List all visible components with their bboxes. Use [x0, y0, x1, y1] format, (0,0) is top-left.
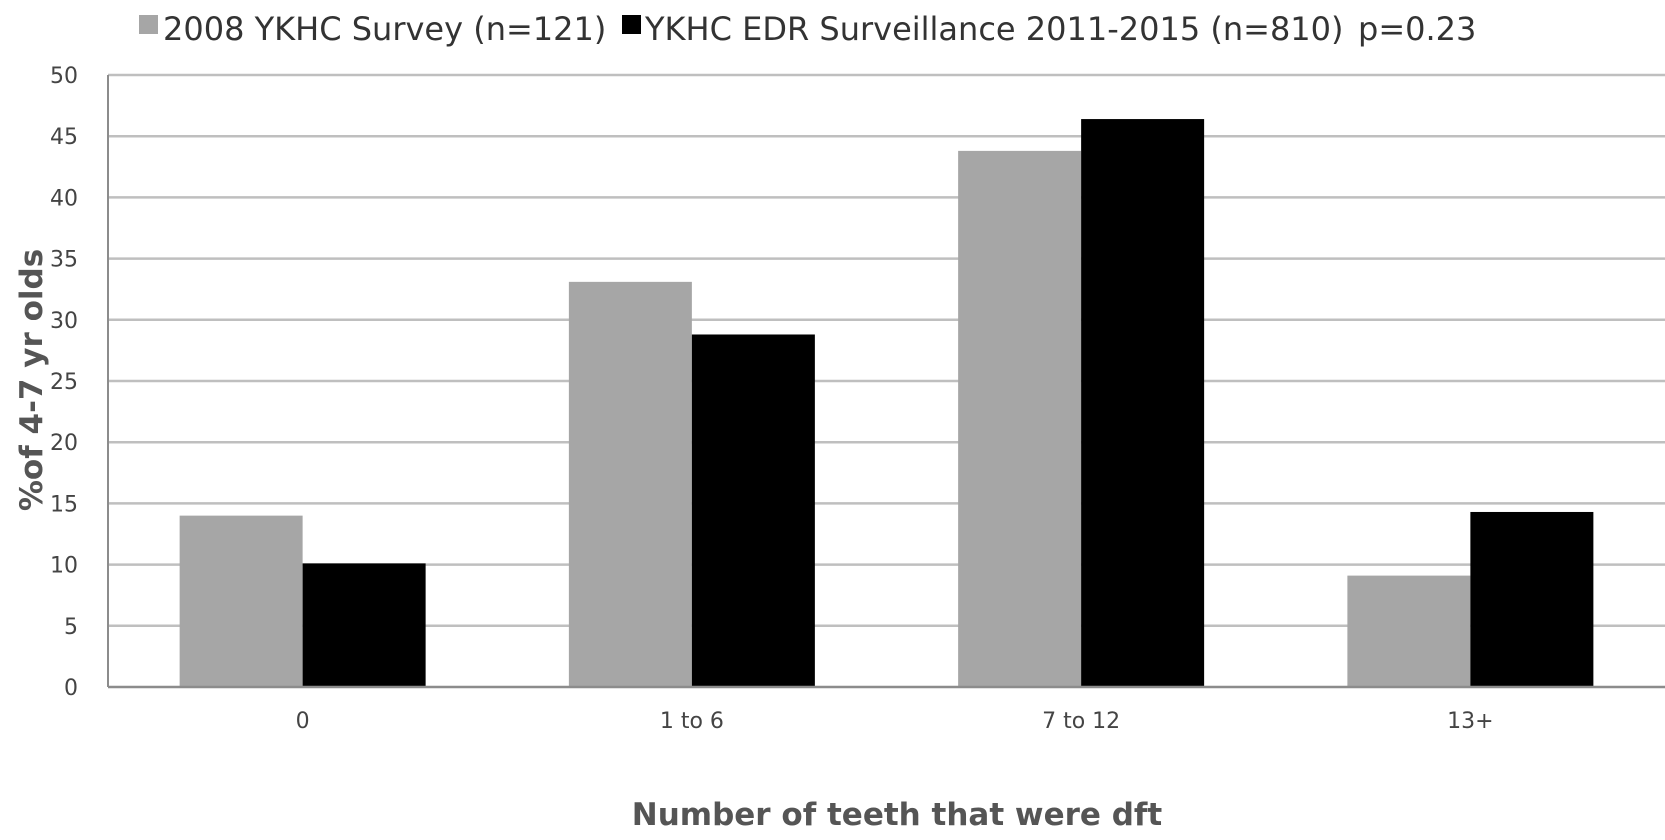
y-tick-label: 25 — [50, 370, 78, 395]
y-tick-labels: 0 5 10 15 20 25 30 35 40 45 50 — [50, 64, 78, 701]
x-tick-label: 1 to 6 — [660, 709, 724, 734]
bar-edr-2011-2015-3 — [1470, 511, 1594, 687]
legend-swatch-1 — [622, 15, 641, 34]
x-tick-label: 13+ — [1447, 709, 1493, 734]
legend-swatch-0 — [139, 15, 158, 34]
y-tick-label: 10 — [50, 554, 78, 579]
legend-label-1: YKHC EDR Surveillance 2011-2015 (n=810) — [644, 10, 1344, 48]
bar-survey-2008-1 — [568, 281, 692, 687]
bar-edr-2011-2015-0 — [302, 563, 426, 687]
bars — [179, 119, 1594, 687]
y-tick-label: 40 — [50, 186, 78, 211]
gridlines — [108, 73, 1665, 628]
y-tick-label: 50 — [50, 64, 78, 89]
x-axis-title: Number of teeth that were dft — [632, 797, 1163, 833]
bar-survey-2008-2 — [958, 150, 1082, 687]
bar-edr-2011-2015-2 — [1081, 119, 1205, 687]
legend: 2008 YKHC Survey (n=121) YKHC EDR Surveil… — [139, 10, 1476, 48]
x-tick-labels: 0 1 to 6 7 to 12 13+ — [296, 709, 1494, 734]
y-tick-label: 30 — [50, 309, 78, 334]
bar-survey-2008-0 — [179, 515, 303, 687]
y-tick-label: 35 — [50, 248, 78, 273]
y-tick-label: 15 — [50, 492, 78, 517]
y-tick-label: 0 — [64, 676, 78, 701]
legend-label-0: 2008 YKHC Survey (n=121) — [163, 10, 606, 48]
y-tick-label: 20 — [50, 431, 78, 456]
bar-edr-2011-2015-1 — [691, 334, 815, 687]
x-tick-label: 0 — [296, 709, 310, 734]
p-value-annotation: p=0.23 — [1358, 10, 1476, 48]
y-axis-title: %of 4-7 yr olds — [14, 249, 50, 511]
y-tick-label: 45 — [50, 125, 78, 150]
x-tick-label: 7 to 12 — [1042, 709, 1120, 734]
bar-survey-2008-3 — [1347, 575, 1471, 687]
y-tick-label: 5 — [64, 615, 78, 640]
axes — [107, 75, 1665, 689]
